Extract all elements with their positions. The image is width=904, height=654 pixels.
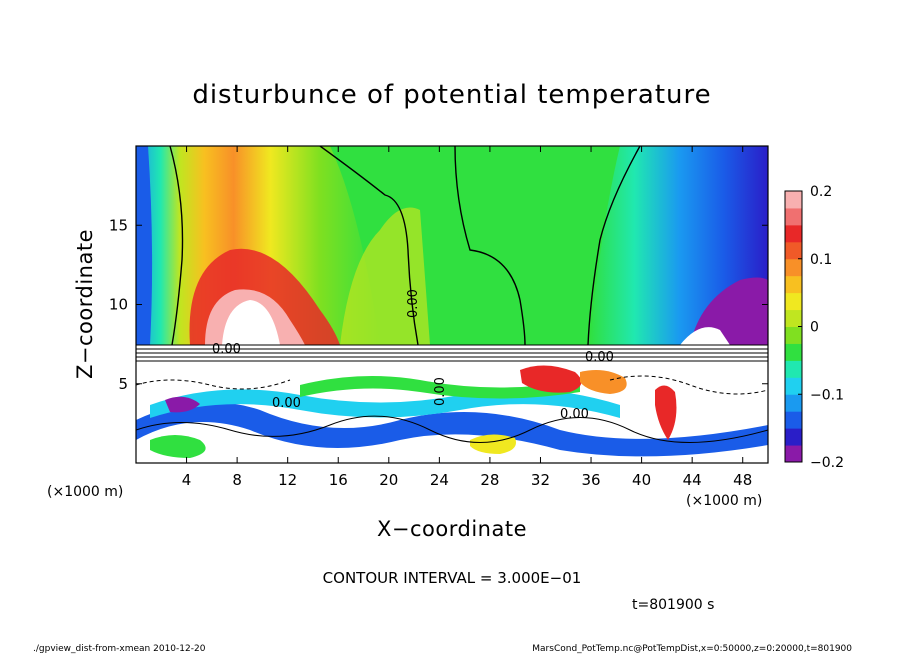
colorbar-segment	[785, 309, 802, 327]
colorbar-segment	[785, 224, 802, 243]
x-axis-label: X−coordinate	[377, 517, 527, 541]
x-tick-label: 12	[278, 471, 297, 489]
z-tick-label: 10	[109, 296, 128, 314]
contour-label: 0.00	[212, 342, 241, 357]
field-cold-left	[136, 146, 153, 345]
x-tick-label: 4	[182, 471, 192, 489]
z-tick-label: 15	[109, 216, 128, 234]
x-tick-label: 8	[232, 471, 242, 489]
colorbar-segment	[785, 207, 802, 226]
x-tick-label: 40	[632, 471, 651, 489]
colorbar-segment	[785, 292, 802, 311]
contour-label: 0.00	[406, 289, 421, 318]
colorbar-segment	[785, 258, 802, 277]
footer-right: MarsCond_PotTemp.nc@PotTempDist,x=0:5000…	[532, 644, 852, 654]
contour-inversion-layer	[136, 344, 768, 362]
x-tick-label: 28	[480, 471, 499, 489]
field-purple-blob	[165, 396, 200, 413]
field-red-blob-2	[655, 385, 677, 440]
colorbar-segment	[785, 191, 802, 209]
colorbar-segment	[785, 445, 802, 463]
colorbar-tick-label: 0.2	[810, 184, 832, 200]
field-white-right	[680, 327, 730, 345]
contour-label: 0.00	[272, 396, 301, 411]
z-tick-label: 5	[118, 375, 128, 393]
chart-title: disturbunce of potential temperature	[192, 80, 711, 110]
contour-label: 0.00	[585, 350, 614, 365]
colorbar-segment	[785, 377, 802, 395]
field-green-band	[300, 376, 580, 399]
contour-line-left	[169, 146, 184, 346]
contour-labels: 0.00 0.00 0.00 0.00 0.00 0.00	[212, 289, 614, 422]
x-tick-label: 32	[531, 471, 550, 489]
z-axis-label: Z−coordinate	[73, 229, 97, 379]
z-unit-label: (×1000 m)	[47, 484, 123, 500]
field-white-core	[222, 300, 280, 345]
contour-line-right	[587, 146, 641, 346]
plot-area	[136, 146, 768, 463]
contour-interval: CONTOUR INTERVAL = 3.000E−01	[323, 569, 582, 587]
colorbar-segment	[785, 241, 802, 260]
colorbar-tick-label: 0.1	[810, 252, 832, 268]
contour-label: 0.00	[560, 407, 589, 422]
x-tick-label: 44	[683, 471, 702, 489]
contour-line-mid-right	[454, 146, 526, 346]
contour-line-mid-left	[319, 146, 419, 346]
contour-label: 0.00	[433, 377, 448, 406]
colorbar-segment	[785, 394, 802, 412]
colorbar-segment	[785, 360, 802, 378]
footer-left: ./gpview_dist-from-xmean 2010-12-20	[33, 644, 206, 654]
colorbar-segment	[785, 275, 802, 294]
field-red-blob-1	[520, 365, 582, 393]
contour-lower-1	[136, 415, 768, 443]
x-tick-label: 20	[379, 471, 398, 489]
colorbar-segment	[785, 343, 802, 361]
colorbar-ticks: 0.2 0.1 0 −0.1 −0.2	[798, 184, 844, 471]
field-cold-band	[136, 402, 768, 457]
x-tick-label: 48	[733, 471, 752, 489]
x-tick-label: 36	[581, 471, 600, 489]
colorbar-segment	[785, 428, 802, 446]
contour-lower-2	[136, 375, 768, 395]
x-unit-label: (×1000 m)	[686, 493, 762, 509]
z-axis-ticks: 5 10 15	[109, 216, 768, 393]
field-green-blob	[150, 435, 206, 458]
x-tick-label: 24	[430, 471, 449, 489]
x-axis-ticks: 4 8 12 16 20 24 28 32 36 40 44 48	[182, 146, 752, 489]
colorbar-tick-label: −0.1	[810, 387, 844, 403]
x-tick-label: 16	[329, 471, 348, 489]
time-label: t=801900 s	[632, 597, 714, 613]
field-orange-blob	[580, 370, 627, 394]
colorbar	[785, 191, 802, 463]
colorbar-segment	[785, 411, 802, 429]
colorbar-tick-label: 0	[810, 320, 819, 336]
colorbar-segment	[785, 326, 802, 344]
colorbar-tick-label: −0.2	[810, 455, 844, 471]
